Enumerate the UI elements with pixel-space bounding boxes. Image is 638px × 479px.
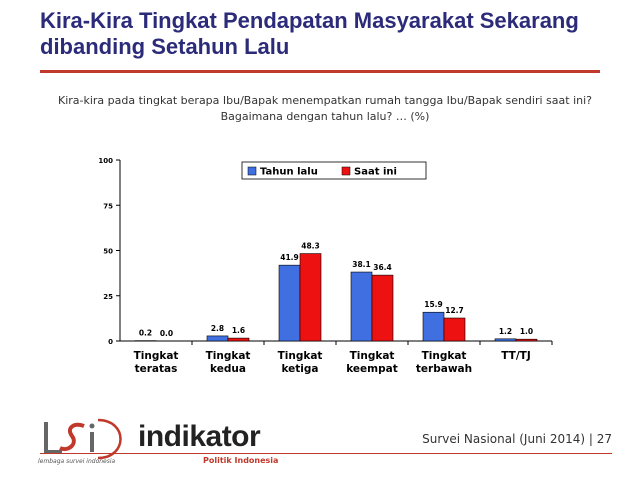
bar-tahun-lalu	[350, 271, 373, 342]
x-category-label: Tingkat ketiga	[278, 350, 323, 375]
question-text: Kira-kira pada tingkat berapa Ibu/Bapak …	[57, 94, 592, 123]
bar-saat-ini	[443, 317, 466, 342]
data-label: 41.9	[280, 253, 299, 262]
bar-saat-ini	[515, 338, 538, 342]
bar-tahun-lalu	[278, 264, 301, 342]
legend-box	[241, 161, 427, 180]
x-category-label: Tingkat terbawah	[416, 350, 472, 375]
slide-title: Kira-Kira Tingkat Pendapatan Masyarakat …	[40, 8, 579, 59]
x-category-label: Tingkat teratas	[134, 350, 179, 375]
data-label: 0.2	[139, 329, 152, 338]
y-tick-label: 100	[98, 157, 113, 165]
data-label: 12.7	[445, 306, 464, 315]
data-label: 38.1	[352, 260, 371, 269]
bar-tahun-lalu	[206, 335, 229, 342]
x-category-label: Tingkat kedua	[206, 350, 251, 375]
title-divider	[40, 70, 600, 73]
data-label: 15.9	[424, 300, 443, 309]
legend-swatch	[341, 166, 351, 176]
data-label: 36.4	[373, 263, 392, 272]
bar-saat-ini	[227, 337, 250, 342]
y-tick-label: 25	[103, 293, 113, 301]
indikator-logo: lembaga survei indonesia indikator Polit…	[38, 418, 288, 474]
lsi-logo-icon	[44, 418, 122, 460]
y-tick-label: 0	[108, 338, 113, 346]
data-label: 2.8	[211, 324, 224, 333]
income-bar-chart: 0 25 50 75 100 0.2 0.0 Tingkat teratas 2.8 1.6 Ting…	[98, 157, 553, 375]
footer-divider	[40, 453, 612, 454]
data-label: 0.0	[160, 329, 173, 338]
legend-swatch	[247, 166, 257, 176]
y-tick-label: 75	[103, 202, 113, 210]
logo-tagline: Politik Indonesia	[203, 456, 279, 465]
data-label: 1.6	[232, 326, 245, 335]
x-category-label: TT/TJ	[501, 350, 530, 362]
bar-tahun-lalu	[494, 338, 517, 342]
data-label: 1.0	[520, 327, 533, 336]
logo-left-tagline: lembaga survei indonesia	[38, 458, 116, 465]
bar-saat-ini	[371, 274, 394, 342]
x-category-label: Tingkat keempat	[346, 350, 398, 375]
legend-label: Tahun lalu	[260, 167, 318, 178]
data-label: 48.3	[301, 242, 320, 251]
data-label: 1.2	[499, 327, 512, 336]
bar-tahun-lalu	[422, 311, 445, 342]
legend-label: Saat ini	[354, 167, 397, 178]
logo-wordmark: indikator	[138, 420, 261, 453]
footer-source: Survei Nasional (Juni 2014) | 27	[422, 432, 612, 446]
bar-saat-ini	[299, 253, 322, 342]
y-tick-label: 50	[103, 248, 113, 256]
